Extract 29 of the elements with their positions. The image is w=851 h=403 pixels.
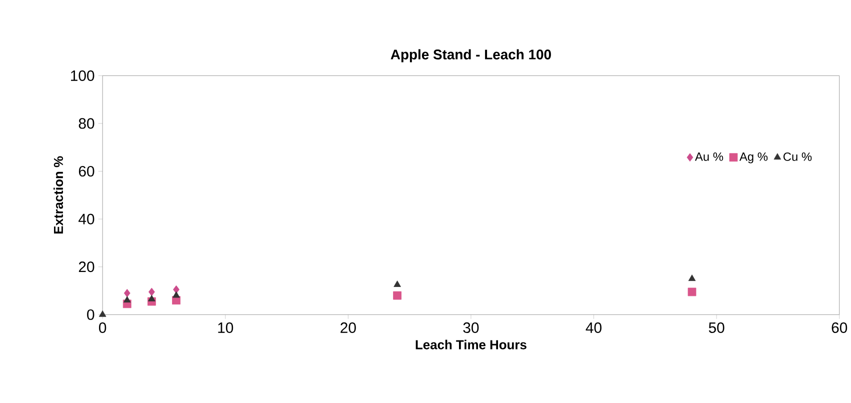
x-tick-label: 50 bbox=[708, 322, 724, 333]
point bbox=[98, 310, 106, 317]
point bbox=[393, 291, 402, 300]
point bbox=[172, 291, 180, 298]
point bbox=[124, 288, 130, 298]
x-tick-label: 60 bbox=[832, 322, 848, 333]
chart-title: Apple Stand - Leach 100 bbox=[390, 49, 551, 62]
x-tick-label: 20 bbox=[340, 322, 356, 333]
y-tick-label: 20 bbox=[78, 261, 94, 272]
x-tick-label: 40 bbox=[586, 322, 602, 333]
y-axis-title: Extraction % bbox=[54, 156, 64, 234]
x-axis-title: Leach Time Hours bbox=[416, 340, 526, 350]
legend-label: Cu % bbox=[783, 152, 812, 161]
x-tick-label: 0 bbox=[98, 322, 106, 333]
point bbox=[688, 288, 696, 296]
point bbox=[148, 294, 156, 302]
x-tick-label: 10 bbox=[218, 322, 234, 333]
legend-label: Au % bbox=[694, 152, 724, 161]
point bbox=[148, 288, 155, 296]
y-tick-label: 100 bbox=[71, 70, 94, 81]
point bbox=[688, 274, 696, 281]
point bbox=[394, 280, 401, 287]
legend-label: Ag % bbox=[739, 152, 768, 164]
x-tick-label: 30 bbox=[463, 322, 479, 333]
y-tick-label: 0 bbox=[87, 309, 94, 320]
y-tick-label: 40 bbox=[78, 214, 94, 224]
y-tick-label: 60 bbox=[78, 166, 94, 176]
point bbox=[123, 296, 131, 302]
y-tick-label: 80 bbox=[78, 118, 94, 129]
